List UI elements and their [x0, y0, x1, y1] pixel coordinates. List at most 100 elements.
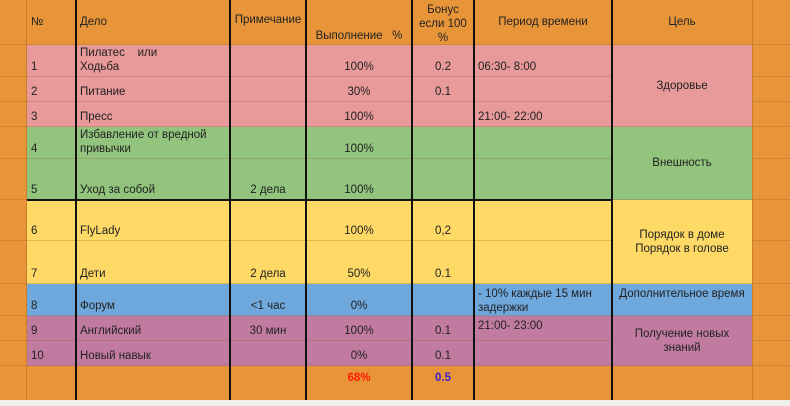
row-task[interactable]: Пресс	[76, 102, 230, 127]
row-num[interactable]: 10	[27, 341, 76, 366]
row-bonus[interactable]: 0.1	[412, 77, 474, 102]
row-num[interactable]: 3	[27, 102, 76, 127]
row-period[interactable]: 06:30- 8:00	[474, 45, 612, 77]
row-num[interactable]: 5	[27, 159, 76, 200]
row-note[interactable]: 2 дела	[230, 241, 306, 284]
row-bonus[interactable]	[412, 102, 474, 127]
row-period[interactable]	[474, 200, 612, 241]
row-num[interactable]: 1	[27, 45, 76, 77]
empty-cell[interactable]	[76, 366, 230, 400]
gutter-cell[interactable]	[0, 45, 27, 77]
row-completion[interactable]: 0%	[306, 341, 412, 366]
row-note[interactable]	[230, 102, 306, 127]
empty-cell[interactable]	[752, 366, 790, 400]
row-num[interactable]: 7	[27, 241, 76, 284]
gutter-cell[interactable]	[0, 127, 27, 159]
row-note[interactable]	[230, 200, 306, 241]
empty-cell[interactable]	[752, 241, 790, 284]
row-task[interactable]: Пилатес или Ходьба	[76, 45, 230, 77]
row-period[interactable]: 21:00- 22:00	[474, 102, 612, 127]
header-completion[interactable]: Выполнение %	[306, 0, 412, 45]
row-bonus[interactable]: 0.1	[412, 241, 474, 284]
empty-cell[interactable]	[752, 200, 790, 241]
row-task[interactable]: Избавление от вредной привычки	[76, 127, 230, 159]
row-task[interactable]: Новый навык	[76, 341, 230, 366]
empty-cell[interactable]	[474, 366, 612, 400]
row-note[interactable]	[230, 77, 306, 102]
row-note[interactable]	[230, 45, 306, 77]
row-task[interactable]: FlyLady	[76, 200, 230, 241]
empty-cell[interactable]	[27, 366, 76, 400]
gutter-cell[interactable]	[0, 102, 27, 127]
empty-cell[interactable]	[752, 127, 790, 159]
empty-cell[interactable]	[752, 159, 790, 200]
gutter-cell[interactable]	[0, 366, 27, 400]
row-bonus[interactable]	[412, 159, 474, 200]
gutter-cell[interactable]	[0, 341, 27, 366]
row-note[interactable]: 2 дела	[230, 159, 306, 200]
row-bonus[interactable]: 0.1	[412, 316, 474, 341]
goal-appearance[interactable]: Внешность	[612, 127, 752, 200]
empty-cell[interactable]	[752, 0, 790, 45]
empty-cell[interactable]	[612, 366, 752, 400]
row-num[interactable]: 2	[27, 77, 76, 102]
header-goal[interactable]: Цель	[612, 0, 752, 45]
row-completion[interactable]: 100%	[306, 45, 412, 77]
row-num[interactable]: 6	[27, 200, 76, 241]
row-completion[interactable]: 100%	[306, 102, 412, 127]
row-period[interactable]	[474, 77, 612, 102]
empty-cell[interactable]	[752, 102, 790, 127]
row-num[interactable]: 9	[27, 316, 76, 341]
row-completion[interactable]: 100%	[306, 200, 412, 241]
gutter-cell[interactable]	[0, 241, 27, 284]
empty-cell[interactable]	[230, 366, 306, 400]
empty-cell[interactable]	[752, 77, 790, 102]
row-bonus[interactable]	[412, 284, 474, 316]
row-completion[interactable]: 100%	[306, 159, 412, 200]
row-note[interactable]: <1 час	[230, 284, 306, 316]
row-period[interactable]	[474, 127, 612, 159]
row-period[interactable]: 21:00- 23:00	[474, 316, 612, 341]
row-completion[interactable]: 100%	[306, 127, 412, 159]
goal-extra-time[interactable]: Дополнительное время	[612, 284, 752, 316]
row-completion[interactable]: 0%	[306, 284, 412, 316]
empty-cell[interactable]	[752, 341, 790, 366]
row-note[interactable]	[230, 127, 306, 159]
gutter-cell[interactable]	[0, 77, 27, 102]
row-period[interactable]: - 10% каждые 15 мин задержки	[474, 284, 612, 316]
row-task[interactable]: Форум	[76, 284, 230, 316]
header-period[interactable]: Период времени	[474, 0, 612, 45]
row-period[interactable]	[474, 241, 612, 284]
row-period[interactable]	[474, 341, 612, 366]
row-task[interactable]: Английский	[76, 316, 230, 341]
gutter-cell[interactable]	[0, 316, 27, 341]
row-task[interactable]: Уход за собой	[76, 159, 230, 200]
row-task[interactable]: Питание	[76, 77, 230, 102]
row-bonus[interactable]: 0.2	[412, 45, 474, 77]
header-bonus[interactable]: Бонус если 100 %	[412, 0, 474, 45]
total-bonus-cell[interactable]: 0.5	[412, 366, 474, 400]
goal-knowledge[interactable]: Получение новых знаний	[612, 316, 752, 366]
row-num[interactable]: 8	[27, 284, 76, 316]
row-completion[interactable]: 30%	[306, 77, 412, 102]
gutter-cell[interactable]	[0, 159, 27, 200]
empty-cell[interactable]	[752, 284, 790, 316]
row-task[interactable]: Дети	[76, 241, 230, 284]
row-bonus[interactable]	[412, 127, 474, 159]
gutter-cell[interactable]	[0, 0, 27, 45]
goal-order[interactable]: Порядок в доме Порядок в голове	[612, 200, 752, 284]
goal-health[interactable]: Здоровье	[612, 45, 752, 127]
empty-cell[interactable]	[752, 316, 790, 341]
header-task[interactable]: Дело	[76, 0, 230, 45]
header-num[interactable]: №	[27, 0, 76, 45]
gutter-cell[interactable]	[0, 284, 27, 316]
row-completion[interactable]: 100%	[306, 316, 412, 341]
row-bonus[interactable]: 0,2	[412, 200, 474, 241]
gutter-cell[interactable]	[0, 200, 27, 241]
row-num[interactable]: 4	[27, 127, 76, 159]
row-period[interactable]	[474, 159, 612, 200]
row-note[interactable]: 30 мин	[230, 316, 306, 341]
empty-cell[interactable]	[752, 45, 790, 77]
row-note[interactable]	[230, 341, 306, 366]
row-bonus[interactable]: 0.1	[412, 341, 474, 366]
